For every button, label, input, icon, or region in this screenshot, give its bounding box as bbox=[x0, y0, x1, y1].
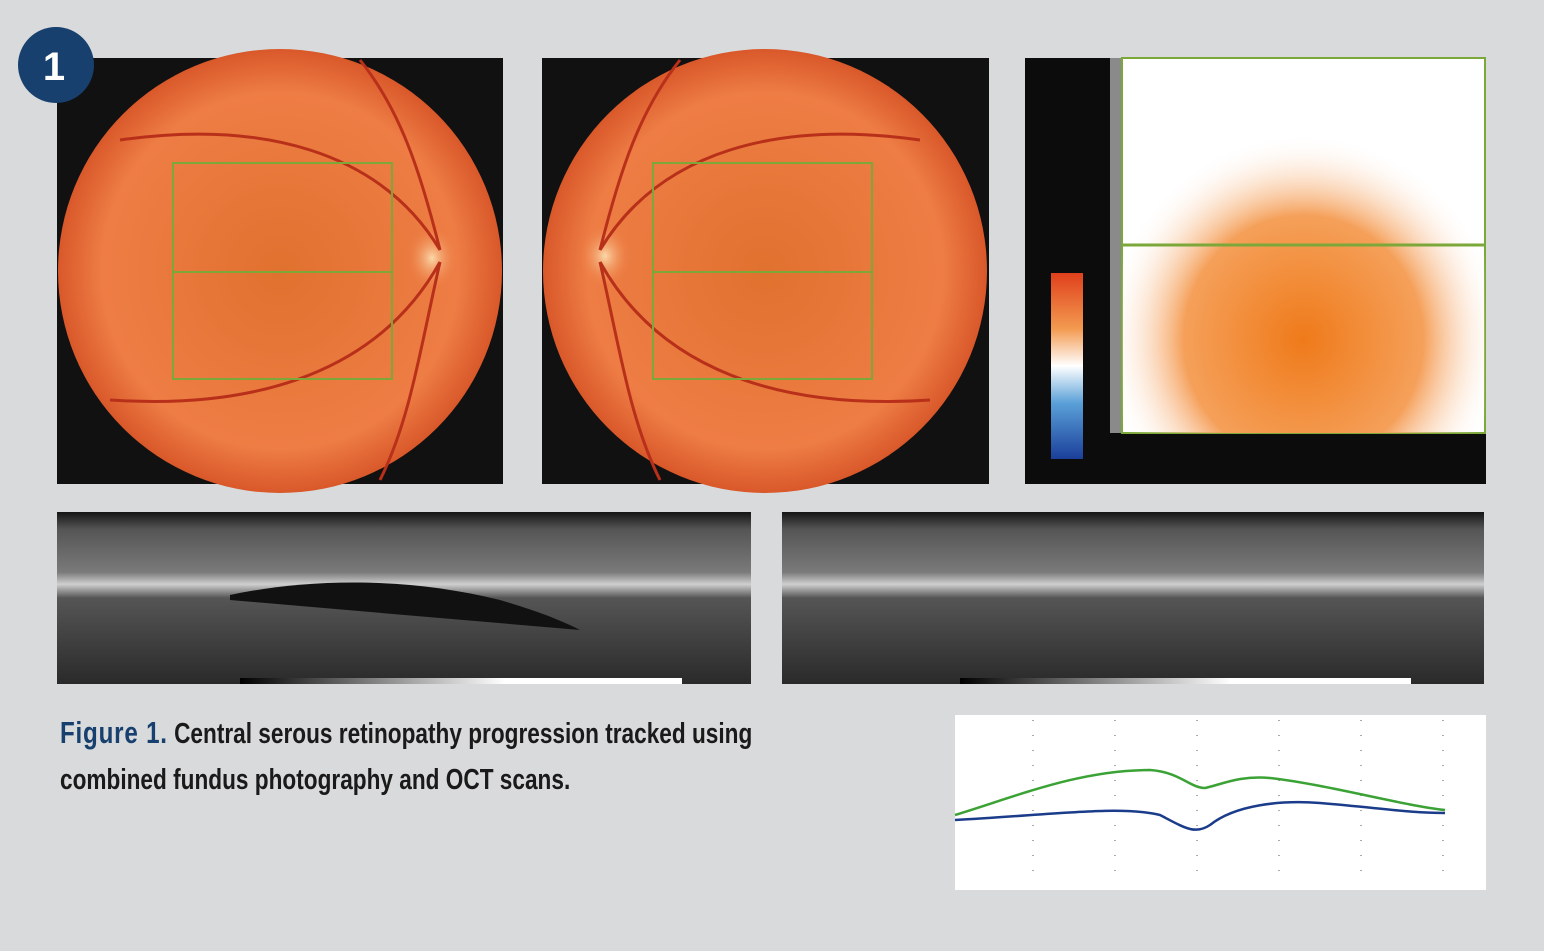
color-bar bbox=[1051, 273, 1083, 459]
map-edge bbox=[1110, 58, 1122, 433]
scale-bar bbox=[240, 678, 682, 684]
caption: Figure 1. Central serous retinopathy pro… bbox=[60, 710, 848, 803]
profile-line bbox=[954, 800, 1446, 831]
scale-bar bbox=[960, 678, 1411, 684]
fluid bbox=[230, 582, 580, 630]
caption-text: Central serous retinopathy progression t… bbox=[60, 718, 753, 796]
badge-number: 1 bbox=[43, 45, 65, 89]
badge bbox=[18, 27, 94, 103]
vessels bbox=[109, 59, 442, 481]
optic-disc bbox=[579, 224, 631, 288]
vessels bbox=[598, 59, 931, 481]
profile-line bbox=[954, 768, 1446, 817]
figure-label: Figure 1. bbox=[60, 715, 168, 750]
oct-scan bbox=[782, 512, 1484, 684]
optic-disc bbox=[406, 226, 458, 290]
